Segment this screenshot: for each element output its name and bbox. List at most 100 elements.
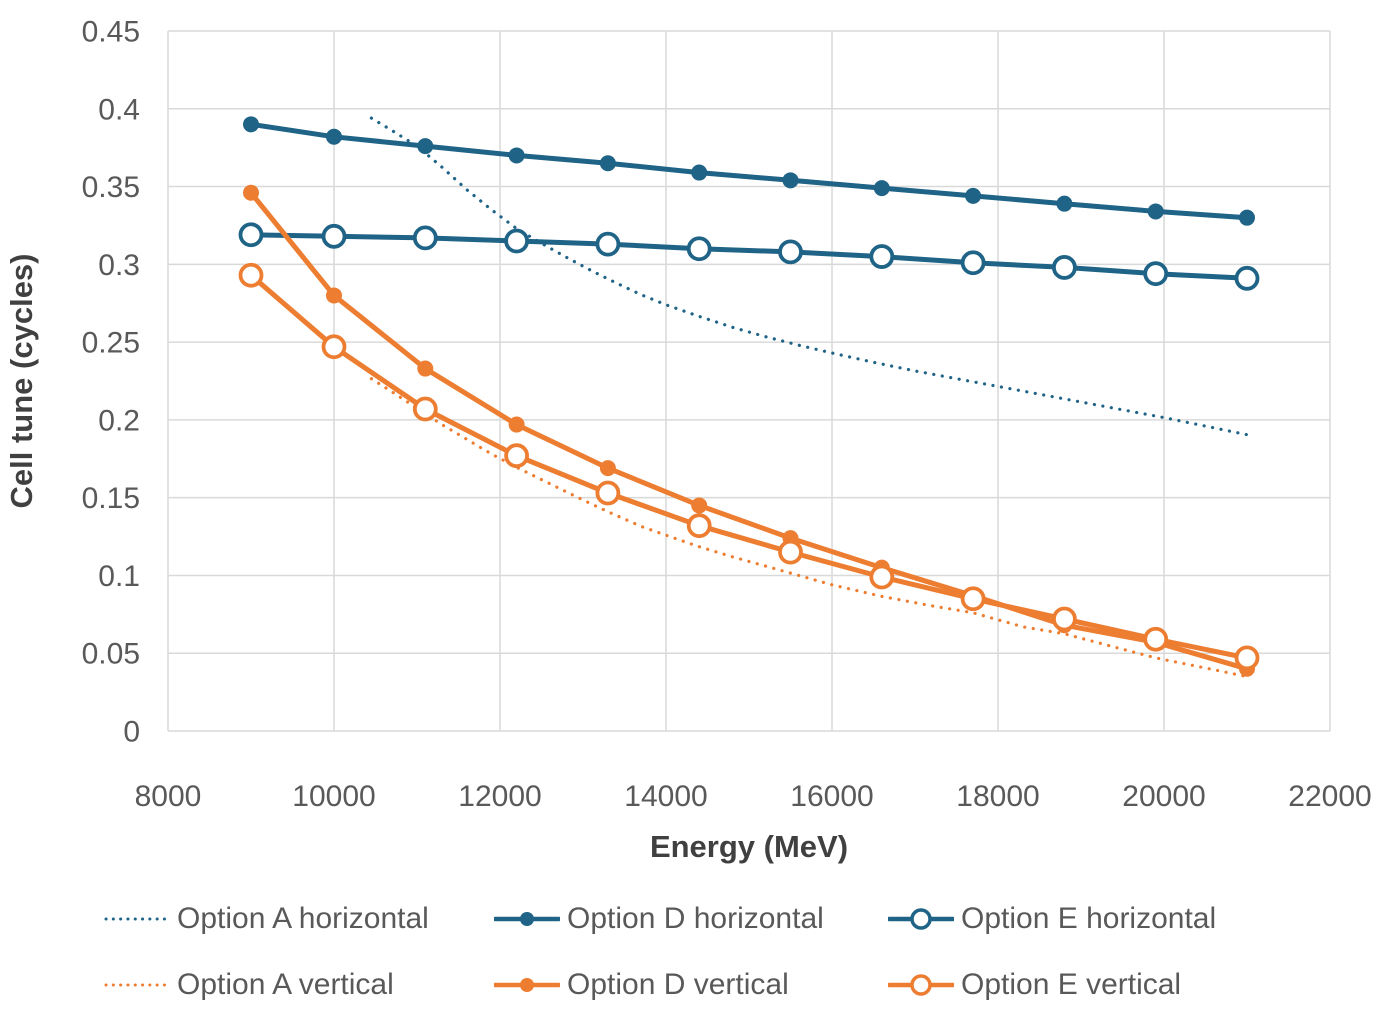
x-tick-label: 8000 — [135, 780, 202, 813]
y-tick-label: 0 — [123, 716, 140, 749]
y-tick-label: 0.35 — [82, 171, 140, 204]
data-point-marker — [1052, 255, 1077, 280]
series-lines — [238, 116, 1260, 679]
data-point-marker — [326, 128, 342, 145]
data-point-marker — [1143, 261, 1169, 287]
series-option-d-horizontal-line — [248, 121, 1250, 221]
legend-label: Option A vertical — [177, 968, 394, 1001]
y-tick-label: 0.4 — [98, 93, 140, 126]
data-point-marker — [504, 443, 529, 469]
data-point-marker — [595, 231, 621, 257]
legend-item-option-d-vertical: Option D vertical — [492, 968, 888, 1002]
legend: Option A horizontal Option D horizontal … — [0, 868, 1391, 1025]
x-axis-tick-labels: 8000 10000 12000 14000 16000 18000 20000 22000 — [135, 780, 1372, 813]
legend-label: Option D vertical — [567, 968, 789, 1001]
data-point-marker — [1143, 626, 1169, 652]
data-point-marker — [321, 223, 347, 249]
legend-sample-svg — [886, 908, 956, 930]
legend-filled-marker — [520, 912, 534, 926]
filled-marker-line-sample — [492, 903, 562, 935]
x-tick-label: 16000 — [790, 780, 873, 813]
data-point-marker — [960, 586, 986, 612]
x-tick-label: 14000 — [624, 780, 707, 813]
data-point-marker — [243, 116, 259, 133]
open-marker-line-sample — [886, 969, 956, 1001]
data-point-marker — [869, 244, 895, 269]
y-tick-label: 0.15 — [82, 482, 140, 515]
data-point-marker — [686, 513, 712, 539]
legend-sample-svg — [886, 974, 956, 996]
legend-sample-svg — [492, 912, 562, 926]
data-point-marker — [508, 147, 525, 164]
series-option-e-vertical-line — [248, 272, 1250, 661]
legend-open-marker — [910, 974, 932, 996]
x-tick-label: 18000 — [956, 780, 1039, 813]
line-chart: 8000 10000 12000 14000 16000 18000 20000 22000 … — [4, 16, 1372, 865]
data-point-marker — [778, 239, 803, 265]
data-point-marker — [873, 180, 890, 197]
legend-label: Option D horizontal — [567, 902, 824, 935]
data-point-marker — [691, 164, 708, 181]
data-point-marker — [238, 222, 264, 248]
legend-sample-svg — [104, 917, 170, 921]
data-point-marker — [595, 480, 621, 506]
data-point-marker — [1147, 203, 1164, 220]
filled-marker-line-sample — [492, 969, 562, 1001]
data-point-marker — [869, 564, 895, 590]
data-point-marker — [321, 334, 347, 360]
x-axis-title: Energy (MeV) — [650, 829, 848, 864]
legend-label: Option E horizontal — [961, 902, 1217, 935]
legend-item-option-a-horizontal: Option A horizontal — [104, 902, 494, 936]
data-point-marker — [412, 396, 438, 422]
x-tick-label: 10000 — [292, 780, 375, 813]
data-point-marker — [599, 155, 616, 172]
legend-item-option-e-vertical: Option E vertical — [886, 968, 1216, 1002]
data-point-marker — [417, 138, 434, 155]
dotted-line-sample — [104, 969, 170, 1001]
y-tick-label: 0.1 — [98, 560, 140, 593]
data-point-marker — [782, 172, 799, 189]
y-tick-label: 0.2 — [98, 404, 140, 437]
data-point-marker — [417, 360, 434, 377]
data-point-marker — [686, 236, 712, 262]
data-point-marker — [412, 225, 438, 251]
y-tick-label: 0.3 — [98, 249, 140, 282]
chart-area: 8000 10000 12000 14000 16000 18000 20000 22000 … — [4, 16, 1372, 865]
y-tick-label: 0.05 — [82, 638, 140, 671]
data-point-marker — [960, 250, 986, 276]
data-point-marker — [504, 228, 529, 254]
data-point-marker — [1056, 195, 1073, 212]
data-point-marker — [778, 539, 803, 565]
legend-label: Option A horizontal — [177, 902, 429, 935]
y-axis-tick-labels: 0 0.05 0.1 0.15 0.2 0.25 0.3 0.35 0.4 0.45 — [82, 16, 140, 749]
data-point-marker — [1052, 606, 1077, 632]
data-point-marker — [691, 497, 708, 514]
data-point-marker — [965, 187, 982, 204]
data-point-marker — [1234, 645, 1260, 671]
data-point-marker — [1234, 265, 1260, 291]
legend-sample-svg — [104, 983, 170, 987]
y-tick-label: 0.45 — [82, 16, 140, 49]
x-tick-label: 20000 — [1122, 780, 1205, 813]
series-option-d-vertical-line — [248, 190, 1250, 672]
legend-filled-marker — [520, 978, 534, 992]
y-axis-title: Cell tune (cycles) — [4, 254, 39, 509]
data-point-marker — [238, 262, 264, 288]
x-tick-label: 12000 — [458, 780, 541, 813]
data-point-marker — [243, 184, 259, 201]
series-option-e-horizontal-line — [248, 232, 1250, 281]
data-point-marker — [326, 287, 342, 304]
gridlines — [167, 30, 1331, 732]
data-point-marker — [1239, 209, 1255, 226]
data-point-marker — [508, 416, 525, 433]
legend-open-marker — [910, 908, 932, 930]
dotted-line-sample — [104, 903, 170, 935]
legend-item-option-a-vertical: Option A vertical — [104, 968, 494, 1002]
legend-label: Option E vertical — [961, 968, 1182, 1001]
open-marker-line-sample — [886, 903, 956, 935]
series-option-a-horizontal-line — [369, 116, 1249, 437]
x-tick-label: 22000 — [1288, 780, 1371, 813]
legend-item-option-d-horizontal: Option D horizontal — [492, 902, 888, 936]
data-point-marker — [599, 460, 616, 477]
series-option-a-vertical-line — [369, 377, 1249, 679]
